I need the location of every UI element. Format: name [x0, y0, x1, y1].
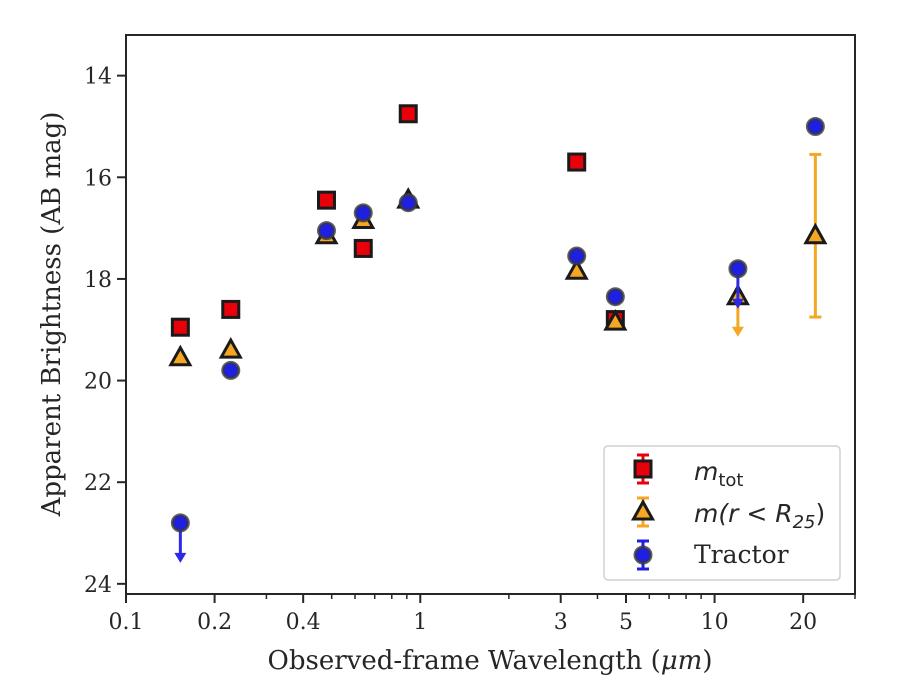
x-tick-label: 3	[554, 610, 568, 635]
axis-ticks: 0.1 0.2 0.4 1 3 5 10 20 14 16 18 20 22 24	[84, 65, 856, 635]
legend-entry-tractor	[633, 539, 653, 571]
data-marks	[168, 104, 828, 563]
legend-label-mr25: m(r < R25)	[694, 499, 825, 533]
y-tick-label: 20	[84, 370, 112, 395]
tractor-point	[605, 287, 625, 307]
y-tick-label: 22	[84, 471, 112, 496]
tractor-point	[728, 259, 748, 279]
x-tick-label: 5	[619, 610, 633, 635]
series-mtot	[170, 104, 625, 337]
mtot-point	[353, 238, 373, 258]
legend-label-tractor: Tractor	[694, 540, 789, 569]
mtot-legend-marker	[633, 459, 653, 479]
x-tick-label: 20	[789, 610, 817, 635]
y-tick-label: 24	[84, 573, 112, 598]
upper-limit-arrowhead	[731, 326, 744, 337]
upper-limit-arrowhead	[731, 298, 744, 309]
mr25-legend-marker	[630, 498, 656, 521]
upper-limit-arrowhead	[174, 552, 187, 563]
mr25-point	[564, 258, 589, 280]
y-axis-label: Apparent Brightness (AB mag)	[37, 112, 67, 518]
tractor-point	[567, 246, 587, 266]
legend: mtot m(r < R25) Tractor	[603, 445, 841, 581]
tractor-point	[353, 203, 373, 223]
tractor-point	[805, 116, 825, 136]
mr25-point	[803, 222, 828, 245]
x-tick-label: 0.2	[197, 610, 232, 635]
mtot-point	[316, 190, 336, 210]
x-tick-label: 1	[413, 610, 427, 635]
tractor-point	[398, 193, 418, 213]
tractor-point	[316, 221, 336, 241]
x-tick-label: 10	[701, 610, 729, 635]
x-axis-label: Observed-frame Wavelength (μm)	[268, 646, 713, 676]
y-tick-label: 16	[84, 166, 112, 191]
x-tick-label: 0.4	[286, 610, 321, 635]
x-axis-label-main: Observed-frame Wavelength (	[268, 646, 661, 676]
mtot-point	[567, 152, 587, 172]
legend-label-mtot: mtot	[694, 457, 744, 491]
tractor-legend-marker	[633, 545, 653, 565]
series-mr25	[168, 152, 828, 367]
x-axis-label-unit: μm	[661, 646, 703, 676]
mr25-point	[603, 309, 628, 331]
legend-entry-mr25	[630, 496, 656, 528]
legend-box	[603, 445, 841, 581]
legend-entry-mtot	[633, 453, 653, 485]
mtot-point	[221, 299, 241, 319]
mr25-point	[218, 336, 243, 359]
x-tick-label: 0.1	[109, 610, 144, 635]
x-axis-label-tail: )	[702, 646, 712, 676]
series-tractor	[170, 116, 825, 563]
tractor-point	[221, 360, 241, 380]
plot-frame	[125, 34, 856, 595]
mtot-point	[170, 317, 190, 337]
tractor-point	[170, 513, 190, 533]
mtot-point	[398, 104, 418, 124]
mr25-point	[168, 344, 193, 367]
y-tick-label: 14	[84, 65, 112, 90]
y-tick-label: 18	[84, 268, 112, 293]
